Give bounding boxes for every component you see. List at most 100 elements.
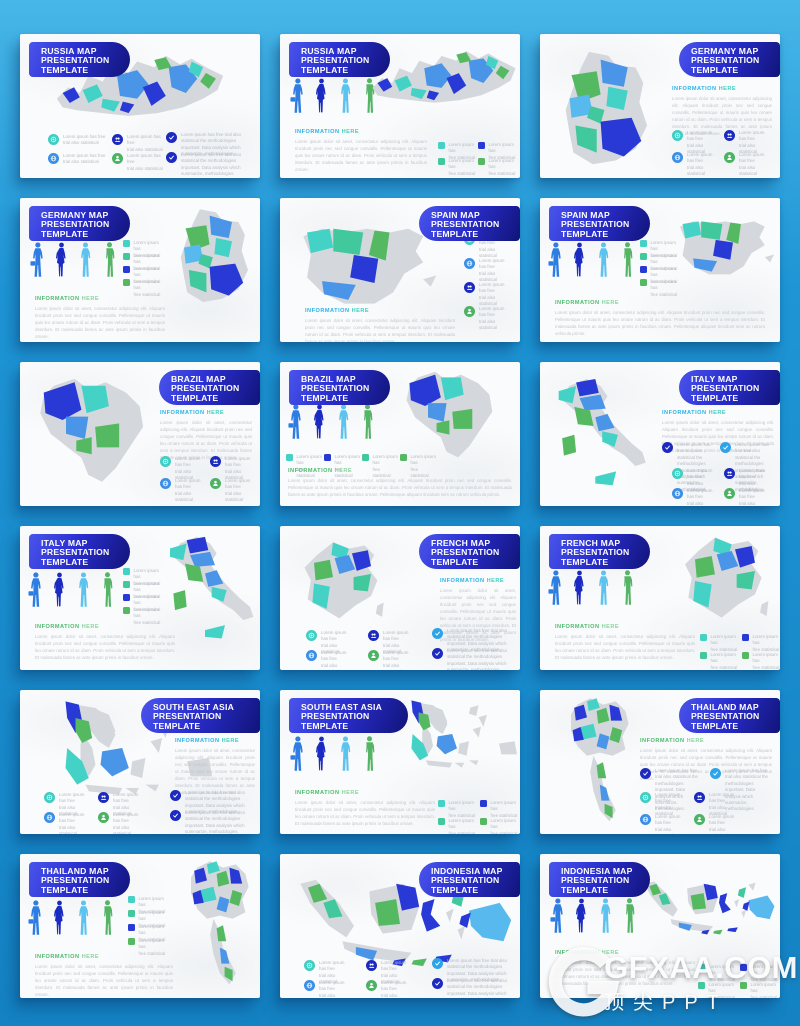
feature-text: Lorem ipsum has free trial also statisti…	[479, 258, 505, 283]
feature-item: Lorem ipsum has free trial also statisti…	[640, 792, 684, 818]
check-text: Lorem ipsum has free trial also statisti…	[447, 978, 508, 998]
businesswoman-silhouette-icon	[572, 570, 587, 607]
legend-item: Lorem ipsum has free statistical	[478, 142, 519, 161]
feature-item: Lorem ipsum has free trial also statisti…	[640, 814, 684, 834]
check-icon	[166, 152, 177, 163]
target-icon	[304, 960, 315, 971]
feature-item: Lorem ipsum has free trial also statisti…	[368, 630, 416, 656]
legend-item: Lorem ipsum has free statistical	[438, 800, 479, 819]
slide-spain-2: SPAIN MAP PRESENTATION TEMPLATE Lorem ip…	[540, 198, 780, 342]
slide-south-east-asia-1: SOUTH EAST ASIA PRESENTATION TEMPLATE IN…	[20, 690, 260, 834]
legend-swatch	[700, 652, 707, 659]
feature-item: Lorem ipsum has free trial also statisti…	[724, 468, 766, 494]
legend-swatch	[286, 454, 293, 461]
feature-item: Lorem ipsum has free trial also statisti…	[44, 812, 92, 834]
slide-title: RUSSIA MAP PRESENTATION TEMPLATE	[29, 42, 130, 77]
feature-text: Lorem ipsum has free trial also statisti…	[225, 456, 251, 481]
slide-brazil-1: BRAZIL MAP PRESENTATION TEMPLATE INFORMA…	[20, 362, 260, 506]
businesswoman-silhouette-icon	[52, 900, 67, 937]
legend-item: Lorem ipsum has free statistical	[698, 964, 739, 983]
legend-item: Lorem ipsum has free statistical	[438, 142, 479, 161]
info-label: INFORMATION HERE	[295, 129, 360, 135]
legend-swatch	[640, 266, 647, 273]
legend-item: Lorem ipsum has free statistical	[640, 279, 679, 298]
legend-swatch	[640, 279, 647, 286]
legend-swatch	[123, 279, 130, 286]
check-item: Lorem ipsum has free trial also statisti…	[170, 810, 257, 834]
target-icon	[48, 134, 59, 145]
legend-swatch	[480, 800, 487, 807]
feature-item: Lorem ipsum has free trial also statisti…	[464, 306, 512, 332]
legend-item: Lorem ipsum has free statistical	[740, 964, 780, 983]
feature-item: Lorem ipsum has free trial also statisti…	[366, 960, 414, 986]
feature-item: Lorem ipsum has free trial also statisti…	[306, 630, 354, 656]
legend-swatch	[700, 634, 707, 641]
globe-icon	[640, 814, 651, 825]
feature-text: Lorem ipsum has free trial also statisti…	[739, 488, 765, 506]
businessman-silhouette-icon	[30, 242, 45, 279]
legend-item: Lorem ipsum has free statistical	[740, 982, 780, 998]
feature-text: Lorem ipsum has free trial also statisti…	[321, 630, 347, 655]
info-label: INFORMATION HERE	[672, 86, 737, 92]
check-text: Lorem ipsum has free trial also statisti…	[677, 442, 711, 492]
g-ring-icon	[548, 946, 620, 1017]
feature-text: Lorem ipsum has free trial also statisti…	[381, 960, 407, 985]
italy-map	[548, 372, 653, 494]
businessman-silhouette-icon	[548, 242, 563, 279]
legend-item: Lorem ipsum has free statistical	[123, 607, 164, 626]
legend-item: Lorem ipsum has free statistical	[700, 652, 741, 670]
person-icon	[112, 153, 123, 164]
feature-text: Lorem ipsum has free trial also statisti…	[687, 130, 713, 155]
people-silhouettes	[30, 242, 117, 279]
feature-item: Lorem ipsum has free trial also statisti…	[160, 478, 202, 504]
check-text: Lorem ipsum has free trial also statisti…	[185, 790, 246, 815]
feature-item: Lorem ipsum has free trial also statisti…	[672, 130, 716, 156]
businessman-silhouette-icon	[290, 78, 305, 115]
check-text: Lorem ipsum has free trial also statisti…	[725, 768, 768, 812]
slide-title: ITALY MAP PRESENTATION TEMPLATE	[29, 534, 130, 569]
legend-text: Lorem ipsum has free statistical	[448, 158, 476, 176]
feature-text: Lorem ipsum has free trial also statisti…	[687, 468, 713, 493]
slide-spain-1: SPAIN MAP PRESENTATION TEMPLATE Lorem ip…	[280, 198, 520, 342]
legend-item: Lorem ipsum has free statistical	[480, 800, 520, 819]
info-paragraph: Lorem ipsum dolor sit amet, consectetur …	[440, 587, 516, 642]
businessman-silhouette-icon	[548, 570, 563, 607]
legend-text: Lorem ipsum has free statistical	[448, 800, 476, 818]
legend-item: Lorem ipsum has free statistical	[742, 634, 780, 653]
users-icon	[210, 456, 221, 467]
slide-indonesia-1: INDONESIA MAP PRESENTATION TEMPLATE Lore…	[280, 854, 520, 998]
feature-item: Lorem ipsum has free trial also statisti…	[724, 152, 768, 178]
legend-item: Lorem ipsum has free statistical	[128, 896, 171, 915]
feature-text: Lorem ipsum has free trial also statisti…	[381, 980, 407, 998]
feature-item: Lorem ipsum has free trial also statisti…	[464, 258, 512, 284]
legend-swatch	[400, 454, 407, 461]
legend-item: Lorem ipsum has free statistical	[286, 454, 323, 480]
feature-text: Lorem ipsum has free trial also statisti…	[127, 153, 163, 171]
france-map	[675, 531, 775, 631]
businessman-silhouette-icon	[28, 572, 43, 609]
feature-item: Lorem ipsum has free trial also statisti…	[48, 153, 108, 166]
info-paragraph: Lorem ipsum dolor sit amet, consectetur …	[662, 419, 774, 453]
check-icon	[432, 648, 443, 659]
check-icon	[640, 768, 651, 779]
feature-item: Lorem ipsum has free trial also statisti…	[304, 960, 352, 986]
person-icon	[694, 814, 705, 825]
feature-item: Lorem ipsum has free trial also statisti…	[44, 792, 92, 818]
info-block: INFORMATION HERE Lorem ipsum dolor sit am…	[160, 410, 252, 461]
users-icon	[98, 792, 109, 803]
legend-swatch	[698, 982, 705, 989]
people-silhouettes	[550, 898, 637, 935]
feature-item: Lorem ipsum has free trial also statisti…	[48, 134, 108, 147]
info-label: INFORMATION HERE	[160, 410, 225, 416]
info-label: INFORMATION HERE	[35, 624, 100, 630]
legend-item: Lorem ipsum has free statistical	[640, 253, 679, 272]
people-silhouettes	[288, 404, 375, 441]
feature-text: Lorem ipsum has free trial also statisti…	[655, 792, 681, 817]
legend-swatch	[123, 607, 130, 614]
check-item: Lorem ipsum has free trial also statisti…	[432, 628, 517, 654]
feature-text: Lorem ipsum has free trial also statisti…	[175, 478, 201, 503]
person-silhouette-icon	[338, 78, 353, 115]
check-item: Lorem ipsum has free trial also statisti…	[432, 648, 517, 670]
legend-text: Lorem ipsum has free statistical	[752, 634, 780, 652]
legend-swatch	[478, 158, 485, 165]
